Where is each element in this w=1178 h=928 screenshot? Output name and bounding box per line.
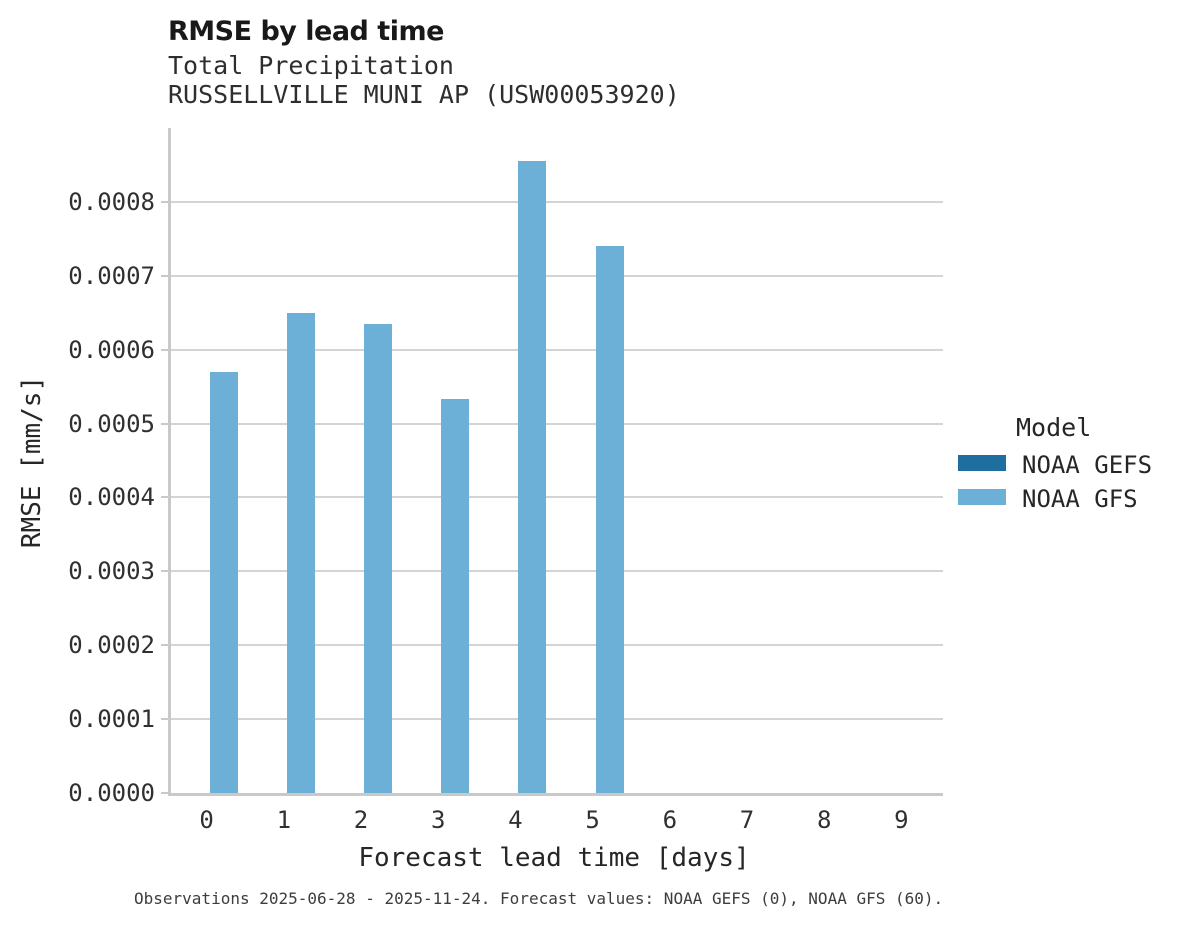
x-tick-label: 7: [739, 806, 755, 834]
bar-noaa-gfs-day-1: [286, 312, 315, 793]
x-tick-label: 1: [276, 806, 292, 834]
x-tick-label: 6: [662, 806, 678, 834]
chart-title: RMSE by lead time: [168, 16, 444, 47]
x-tick-label: 9: [894, 806, 909, 834]
legend-swatch-noaa-gfs: [958, 489, 1006, 505]
x-tick-label: 4: [508, 806, 523, 834]
y-tick-mark: [161, 496, 168, 499]
legend-label: NOAA GFS: [1022, 485, 1138, 513]
y-axis-title: RMSE [mm/s]: [17, 375, 47, 549]
chart-subtitle-variable: Total Precipitation: [168, 51, 454, 80]
bar-noaa-gfs-day-3: [441, 399, 470, 793]
y-tick-mark: [161, 792, 168, 794]
y-tick-mark: [161, 718, 168, 721]
y-tick-label: 0.0008: [68, 187, 155, 216]
gridline-y-0.0007: [171, 274, 943, 277]
bar-noaa-gfs-day-2: [364, 323, 392, 793]
y-tick-mark: [161, 422, 168, 425]
caption-text: Observations 2025-06-28 - 2025-11-24. Fo…: [134, 889, 944, 908]
y-tick-label: 0.0004: [68, 483, 155, 512]
y-tick-label: 0.0001: [68, 705, 155, 734]
gridline-y-0.0004: [171, 496, 943, 499]
bar-noaa-gfs-day-4: [518, 161, 547, 793]
x-axis-title: Forecast lead time [days]: [358, 843, 750, 873]
y-tick-mark: [161, 348, 168, 351]
x-tick-label: 3: [430, 806, 446, 834]
y-tick-label: 0.0005: [68, 409, 155, 438]
x-tick-label: 8: [816, 806, 832, 834]
gridline-y-0.0005: [171, 422, 943, 425]
legend-label: NOAA GEFS: [1022, 451, 1153, 479]
gridline-y-0.0008: [171, 200, 943, 203]
legend-title: Model: [1016, 413, 1092, 442]
plot-panel: [161, 128, 943, 796]
y-tick-mark: [161, 274, 168, 277]
x-tick-label: 0: [199, 806, 214, 834]
bar-noaa-gfs-day-5: [595, 246, 624, 793]
y-tick-mark: [161, 570, 168, 573]
y-tick-label: 0.0000: [68, 779, 155, 807]
gridline-y-0.0006: [171, 348, 943, 351]
x-tick-label: 5: [585, 806, 600, 834]
chart-subtitle-station: RUSSELLVILLE MUNI AP (USW00053920): [168, 80, 680, 109]
y-tick-label: 0.0002: [68, 631, 155, 660]
gridline-y-0.0002: [171, 644, 943, 647]
legend-swatch-noaa-gefs: [958, 455, 1006, 471]
y-tick-label: 0.0007: [68, 261, 155, 290]
y-tick-label: 0.0006: [68, 335, 155, 364]
y-tick-label: 0.0003: [68, 557, 155, 586]
y-tick-mark: [161, 644, 168, 647]
gridline-y-0.0003: [171, 570, 943, 573]
bar-noaa-gfs-day-0: [209, 371, 238, 793]
y-tick-mark: [161, 200, 168, 203]
x-tick-label: 2: [353, 806, 369, 834]
gridline-y-0.0001: [171, 718, 943, 721]
